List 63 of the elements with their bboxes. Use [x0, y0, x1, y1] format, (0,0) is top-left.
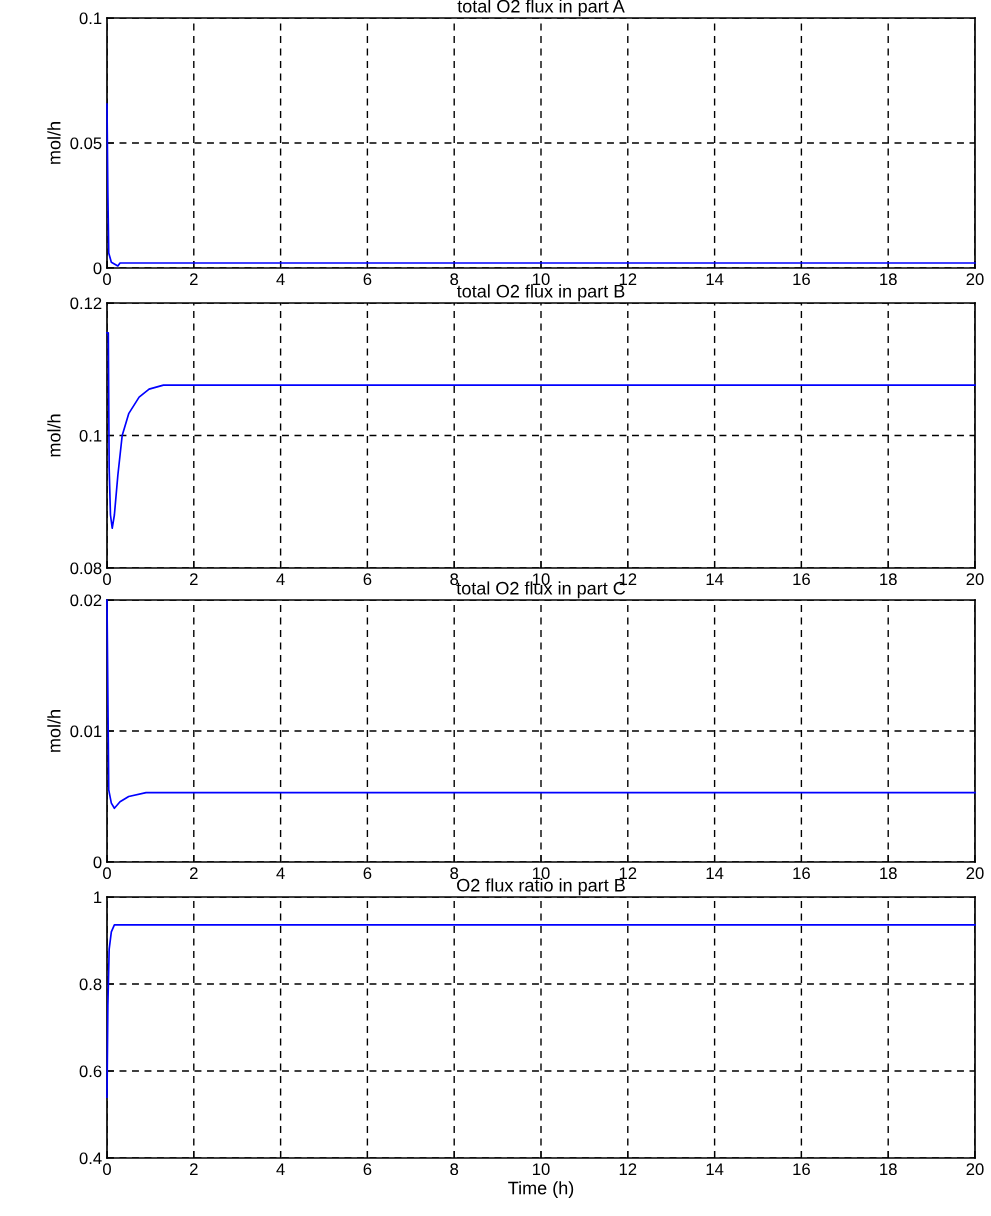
- y-tick-label: 0.12: [70, 297, 102, 310]
- x-tick-label: 4: [276, 573, 285, 585]
- x-tick-label: 6: [363, 573, 372, 586]
- x-tick-label: 20: [966, 273, 984, 286]
- y-tick-label: 0.1: [79, 429, 102, 442]
- y-tick-label: 0.05: [70, 137, 102, 150]
- y-axis-title: mol/h: [47, 710, 61, 752]
- x-tick-label: 0: [103, 1163, 111, 1176]
- x-tick-label: 8: [450, 1163, 459, 1176]
- chart-title: total O2 flux in part A: [457, 0, 625, 17]
- x-tick-label: 0: [103, 867, 111, 880]
- x-tick-label: 0: [103, 573, 111, 586]
- x-tick-label: 8: [450, 867, 459, 880]
- x-tick-label: 12: [619, 273, 637, 285]
- y-tick-label: 0.8: [79, 978, 102, 991]
- x-tick-label: 14: [706, 273, 724, 285]
- x-tick-label: 20: [966, 1163, 984, 1176]
- x-tick-label: 6: [363, 867, 372, 880]
- chart-title: total O2 flux in part B: [456, 284, 625, 302]
- x-tick-label: 12: [619, 1163, 637, 1175]
- x-tick-label: 18: [880, 867, 897, 880]
- x-tick-label: 2: [190, 867, 198, 879]
- y-tick-label: 1: [94, 891, 102, 904]
- x-tick-label: 6: [363, 1163, 372, 1176]
- x-tick-label: 16: [793, 1163, 810, 1176]
- y-tick-label: 0.02: [70, 594, 102, 607]
- y-tick-label: 0.01: [70, 725, 102, 738]
- x-tick-label: 18: [880, 273, 897, 286]
- x-tick-label: 6: [363, 273, 372, 286]
- x-tick-label: 18: [880, 1163, 897, 1176]
- x-tick-label: 14: [706, 1163, 724, 1175]
- x-tick-label: 12: [619, 867, 637, 879]
- x-tick-label: 16: [793, 273, 810, 286]
- y-tick-label: 0.6: [79, 1065, 102, 1078]
- x-tick-label: 4: [276, 1163, 285, 1175]
- line-series: [106, 331, 976, 530]
- y-tick-label: 0.1: [79, 12, 102, 25]
- x-tick-label: 18: [880, 573, 897, 586]
- x-tick-label: 16: [793, 867, 810, 880]
- x-tick-label: 4: [276, 273, 285, 285]
- x-tick-label: 0: [103, 273, 111, 286]
- line-series: [106, 924, 976, 1098]
- x-tick-label: 14: [706, 573, 724, 585]
- y-tick-label: 0: [93, 262, 102, 275]
- y-tick-label: 0: [93, 856, 102, 869]
- x-tick-label: 2: [190, 1163, 198, 1175]
- y-axis-title: mol/h: [47, 122, 61, 164]
- x-tick-label: 8: [450, 273, 459, 286]
- chart-title: O2 flux ratio in part B: [457, 878, 625, 896]
- x-tick-label: 20: [966, 573, 984, 586]
- x-tick-label: 4: [276, 867, 285, 879]
- x-tick-label: 10: [533, 273, 550, 286]
- y-tick-label: 0.08: [70, 562, 102, 575]
- x-tick-label: 10: [533, 1163, 550, 1176]
- x-tick-label: 10: [533, 867, 550, 880]
- x-tick-label: 20: [966, 867, 984, 880]
- x-axis-title: Time (h): [508, 1181, 574, 1198]
- x-tick-label: 16: [793, 573, 810, 586]
- y-axis-title: mol/h: [47, 414, 61, 457]
- x-tick-label: 14: [706, 867, 724, 879]
- x-tick-label: 2: [190, 273, 198, 285]
- y-tick-label: 0.4: [79, 1152, 102, 1165]
- x-tick-label: 2: [190, 573, 198, 585]
